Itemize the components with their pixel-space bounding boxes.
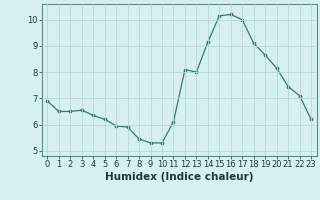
X-axis label: Humidex (Indice chaleur): Humidex (Indice chaleur) (105, 172, 253, 182)
